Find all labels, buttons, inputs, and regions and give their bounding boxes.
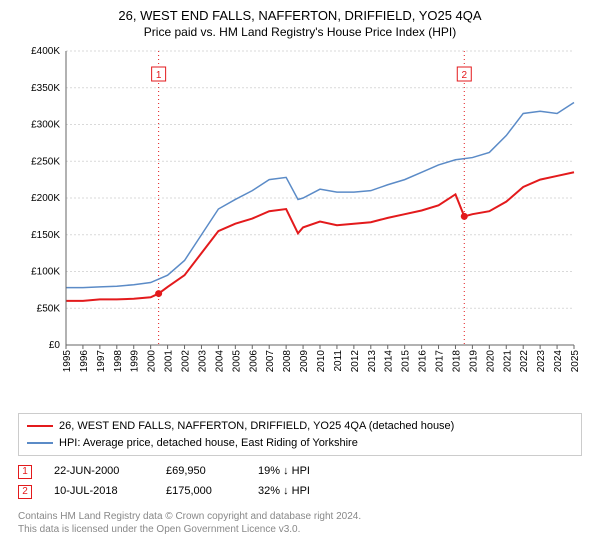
marker-row: 1 22-JUN-2000 £69,950 19% ↓ HPI [18,462,582,482]
svg-text:£100K: £100K [31,267,60,278]
svg-text:2025: 2025 [570,350,580,373]
svg-text:2024: 2024 [553,350,564,373]
svg-text:2007: 2007 [265,350,276,373]
legend-label: HPI: Average price, detached house, East… [59,435,358,452]
footer-attribution: Contains HM Land Registry data © Crown c… [18,510,582,536]
svg-text:2010: 2010 [316,350,327,373]
svg-text:2011: 2011 [333,350,344,372]
svg-text:2013: 2013 [367,350,378,373]
svg-text:1996: 1996 [79,350,90,373]
footer-line-2: This data is licensed under the Open Gov… [18,523,582,536]
legend-swatch [27,425,53,427]
svg-text:2004: 2004 [214,350,225,373]
svg-text:£150K: £150K [31,230,60,241]
svg-text:2019: 2019 [468,350,479,373]
marker-price: £69,950 [166,462,236,482]
svg-text:2005: 2005 [231,350,242,373]
svg-text:2003: 2003 [197,350,208,373]
chart-svg: £0 £50K £100K £150K £200K £250K £300K £350K £400… [20,45,580,405]
legend-item: HPI: Average price, detached house, East… [27,435,573,452]
svg-text:£200K: £200K [31,193,60,204]
svg-text:2017: 2017 [435,350,446,373]
svg-text:2012: 2012 [350,350,361,373]
svg-text:2006: 2006 [248,350,259,373]
chart-title: 26, WEST END FALLS, NAFFERTON, DRIFFIELD… [12,8,588,23]
legend-item: 26, WEST END FALLS, NAFFERTON, DRIFFIELD… [27,418,573,435]
marker-price: £175,000 [166,482,236,502]
svg-text:2015: 2015 [401,350,412,373]
svg-text:2001: 2001 [164,350,175,373]
svg-text:2018: 2018 [451,350,462,373]
svg-text:1998: 1998 [113,350,124,373]
legend: 26, WEST END FALLS, NAFFERTON, DRIFFIELD… [18,413,582,456]
svg-text:2002: 2002 [181,350,192,373]
svg-text:2020: 2020 [485,350,496,373]
svg-text:£400K: £400K [31,46,60,57]
marker-badge: 2 [18,485,32,499]
marker-date: 22-JUN-2000 [54,462,144,482]
svg-text:1: 1 [156,70,162,81]
legend-swatch [27,442,53,444]
svg-text:1995: 1995 [62,350,73,373]
marker-badge: 1 [18,465,32,479]
svg-text:£250K: £250K [31,156,60,167]
sale-markers: 1 22-JUN-2000 £69,950 19% ↓ HPI 2 10-JUL-2018… [18,462,582,502]
chart-subtitle: Price paid vs. HM Land Registry's House … [12,25,588,39]
svg-text:£0: £0 [49,340,61,351]
price-chart: £0 £50K £100K £150K £200K £250K £300K £350K £400… [20,45,580,405]
footer-line-1: Contains HM Land Registry data © Crown c… [18,510,582,523]
svg-text:1997: 1997 [96,350,107,373]
marker-row: 2 10-JUL-2018 £175,000 32% ↓ HPI [18,482,582,502]
svg-text:2023: 2023 [536,350,547,373]
legend-label: 26, WEST END FALLS, NAFFERTON, DRIFFIELD… [59,418,454,435]
svg-text:£50K: £50K [37,303,61,314]
marker-diff: 32% ↓ HPI [258,482,310,502]
svg-text:1999: 1999 [130,350,141,373]
svg-text:2021: 2021 [502,350,513,373]
svg-text:2009: 2009 [299,350,310,373]
svg-text:2: 2 [461,70,467,81]
marker-diff: 19% ↓ HPI [258,462,310,482]
marker-date: 10-JUL-2018 [54,482,144,502]
svg-text:2022: 2022 [519,350,530,373]
svg-text:£350K: £350K [31,83,60,94]
svg-text:2008: 2008 [282,350,293,373]
svg-text:2016: 2016 [418,350,429,373]
svg-text:2000: 2000 [147,350,158,373]
svg-text:2014: 2014 [384,350,395,373]
svg-text:£300K: £300K [31,120,60,131]
